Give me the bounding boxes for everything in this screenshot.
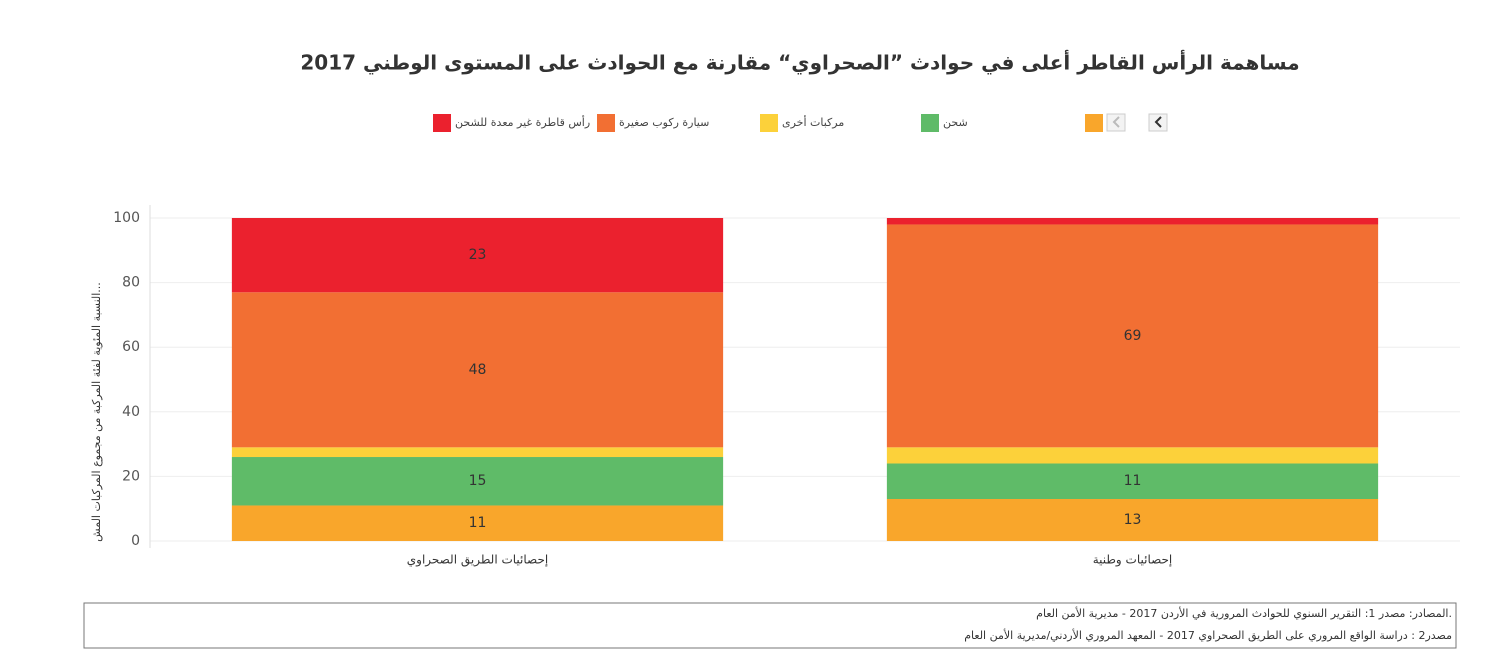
y-tick-label: 20 — [122, 468, 140, 484]
legend-swatch — [597, 114, 615, 132]
legend-label: شحن — [943, 116, 968, 129]
bar-segment — [886, 447, 1379, 464]
bar-segment — [231, 447, 724, 458]
y-tick-label: 80 — [122, 275, 140, 291]
legend-swatch — [760, 114, 778, 132]
x-tick-label: إحصائيات وطنية — [1093, 553, 1173, 568]
y-tick-label: 0 — [131, 533, 140, 549]
data-label: 15 — [469, 473, 487, 489]
data-label: 69 — [1124, 328, 1142, 344]
data-label: 23 — [469, 247, 487, 263]
bar-segment — [231, 457, 724, 506]
bar-segment — [886, 499, 1379, 541]
legend-swatch — [921, 114, 939, 132]
source: المصادر: مصدر 1: التقرير السنوي للحوادث … — [1036, 606, 1452, 620]
y-axis-label: النسبة المئوية لفئة المركبة من مجموع الم… — [90, 282, 103, 542]
legend-swatch — [1085, 114, 1103, 132]
legend-swatch — [433, 114, 451, 132]
legend-nav[interactable] — [1106, 113, 1168, 132]
data-label: 11 — [469, 515, 487, 531]
legend-label: مركبات أخرى — [782, 115, 844, 129]
data-label: 11 — [1124, 473, 1142, 489]
source: مصدر2 : دراسة الواقع المروري على الطريق … — [964, 628, 1452, 643]
data-label: 48 — [469, 362, 487, 378]
bar-segment — [886, 224, 1379, 448]
y-tick-label: 100 — [113, 210, 140, 226]
legend-label: سيارة ركوب صغيرة — [619, 116, 709, 129]
legend-label: رأس قاطرة غير معدة للشحن — [455, 115, 590, 129]
data-label: 13 — [1124, 512, 1142, 528]
bar-segment — [231, 505, 724, 541]
bar-segment — [886, 463, 1379, 500]
y-tick-label: 60 — [122, 339, 140, 355]
bar-segment — [231, 292, 724, 448]
chart-title: مساهمة الرأس القاطر أعلى في حوادث ”الصحر… — [300, 49, 1299, 76]
y-tick-label: 40 — [122, 404, 140, 420]
sources-box — [83, 602, 1457, 649]
bar-segment — [886, 218, 1379, 225]
bar-segment — [231, 218, 724, 293]
x-tick-label: إحصائيات الطريق الصحراوي — [407, 553, 548, 568]
